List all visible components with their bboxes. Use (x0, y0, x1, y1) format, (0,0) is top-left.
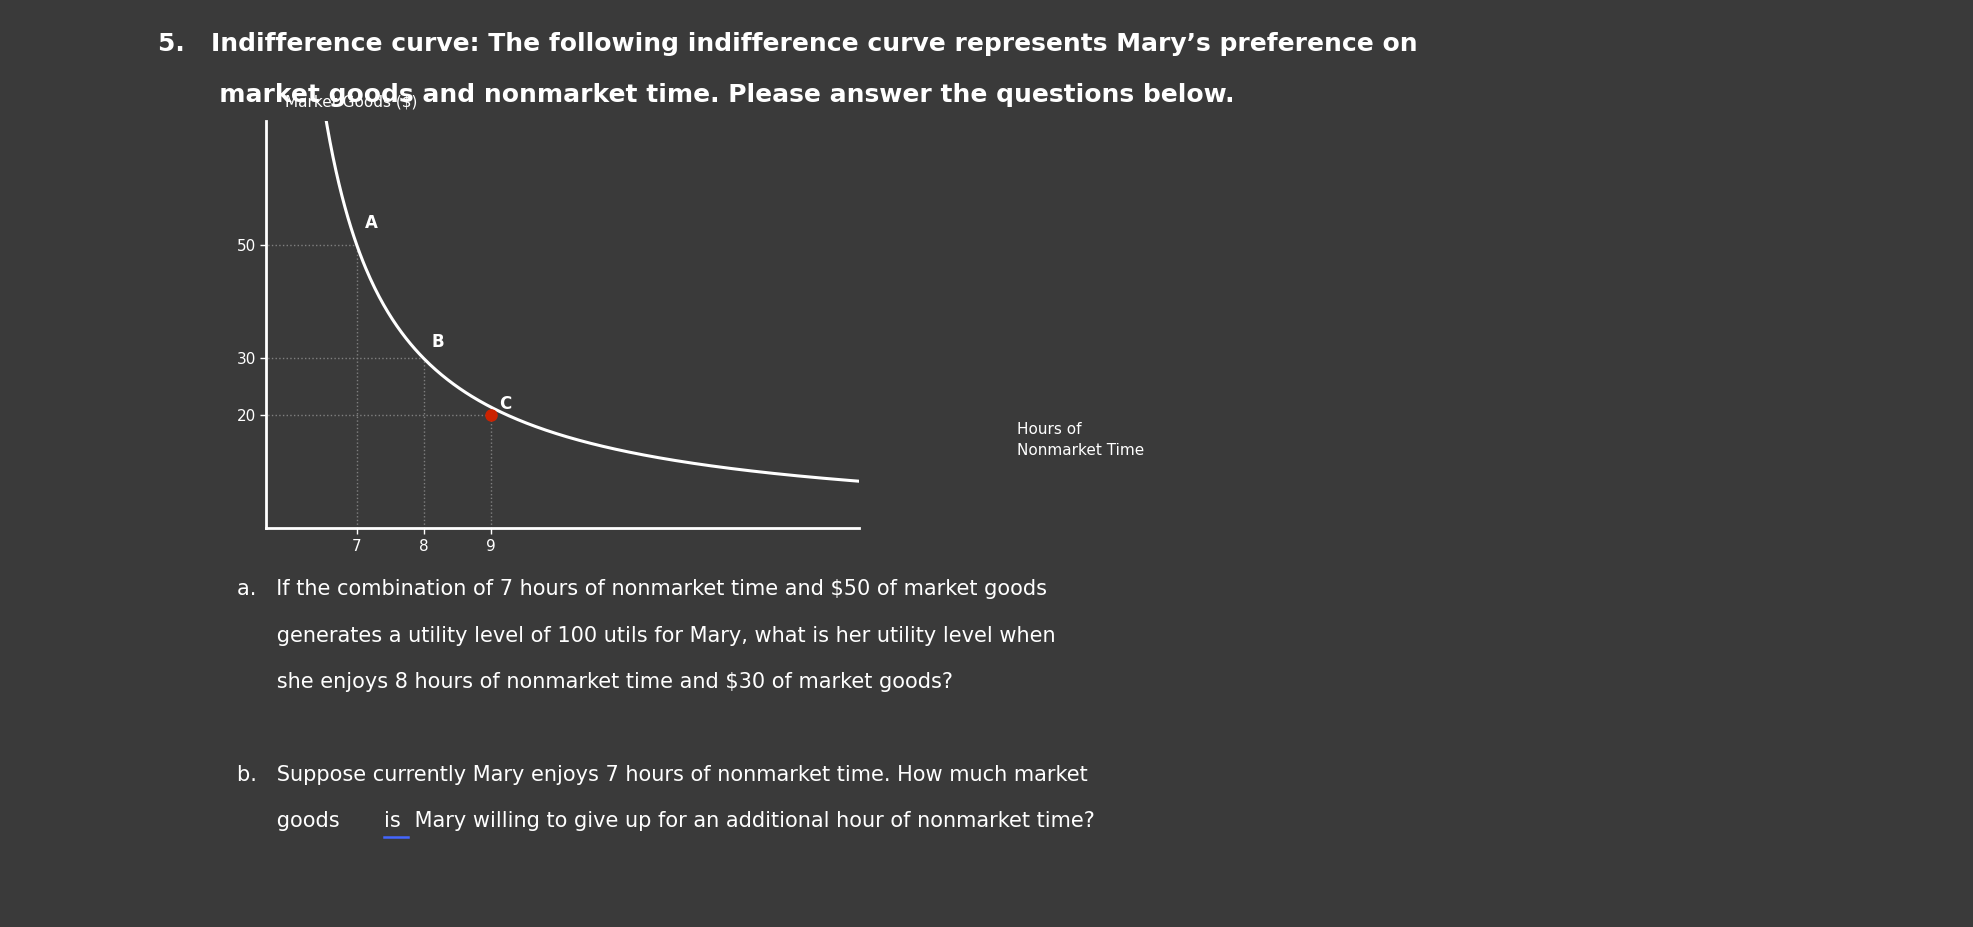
Text: 5.   Indifference curve: The following indifference curve represents Mary’s pref: 5. Indifference curve: The following ind… (158, 32, 1417, 57)
Text: a.   If the combination of 7 hours of nonmarket time and $50 of market goods: a. If the combination of 7 hours of nonm… (237, 579, 1046, 600)
Text: A: A (365, 214, 377, 232)
Text: is: is (383, 811, 401, 832)
Text: C: C (499, 396, 511, 413)
Text: market goods and nonmarket time. Please answer the questions below.: market goods and nonmarket time. Please … (158, 83, 1233, 108)
Text: b.   Suppose currently Mary enjoys 7 hours of nonmarket time. How much market: b. Suppose currently Mary enjoys 7 hours… (237, 765, 1087, 785)
Text: |: | (276, 486, 284, 506)
Text: Hours of
Nonmarket Time: Hours of Nonmarket Time (1016, 423, 1142, 458)
Text: B: B (432, 333, 444, 351)
Text: goods: goods (237, 811, 345, 832)
Text: she enjoys 8 hours of nonmarket time and $30 of market goods?: she enjoys 8 hours of nonmarket time and… (237, 672, 953, 692)
Text: generates a utility level of 100 utils for Mary, what is her utility level when: generates a utility level of 100 utils f… (237, 626, 1056, 646)
Text: Market Goods ($): Market Goods ($) (284, 95, 418, 109)
Text: Mary willing to give up for an additional hour of nonmarket time?: Mary willing to give up for an additiona… (408, 811, 1095, 832)
